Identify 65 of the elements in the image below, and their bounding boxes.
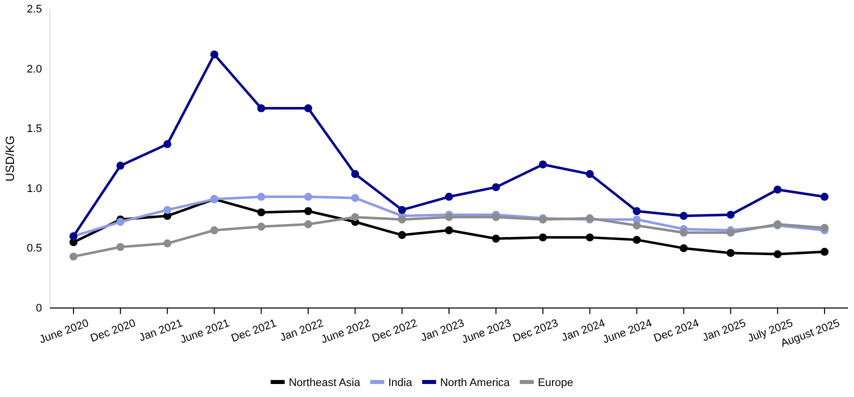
point	[774, 186, 782, 194]
point	[163, 140, 172, 148]
y-tick-label: 2.0	[26, 63, 42, 76]
point	[680, 212, 688, 220]
point	[398, 206, 406, 214]
y-tick-label: 0.5	[26, 242, 42, 255]
point	[304, 192, 312, 201]
point	[632, 221, 641, 230]
point	[210, 226, 218, 234]
point	[632, 236, 641, 244]
point	[398, 216, 406, 224]
point	[680, 244, 688, 252]
point	[586, 170, 594, 178]
x-tick-label: Dec 2022	[370, 317, 419, 345]
y-tick-label: 1.5	[26, 123, 42, 136]
x-tick-label: Dec 2020	[88, 317, 138, 345]
point	[304, 104, 312, 112]
point	[163, 239, 172, 248]
point	[116, 218, 124, 226]
x-tick-label: June 2020	[38, 317, 90, 346]
point	[820, 224, 829, 232]
point	[538, 233, 547, 242]
point	[304, 220, 312, 228]
point	[351, 170, 360, 178]
y-axis-title: USD/KG	[3, 135, 17, 182]
point	[492, 234, 500, 243]
point	[445, 192, 453, 201]
point	[726, 249, 735, 257]
point	[492, 213, 500, 222]
point	[445, 226, 453, 234]
point	[726, 228, 735, 237]
y-tick-label: 0	[36, 302, 42, 315]
point	[632, 207, 641, 216]
point	[257, 104, 266, 112]
x-tick-label: Dec 2023	[511, 317, 560, 345]
point	[116, 162, 124, 170]
point	[774, 250, 782, 258]
y-tick-label: 2.5	[26, 4, 42, 16]
x-tick-label: Dec 2024	[652, 317, 701, 345]
x-tick-label: Dec 2021	[230, 317, 278, 345]
legend-label: India	[388, 377, 413, 389]
point	[538, 160, 547, 168]
point	[257, 208, 266, 216]
point	[680, 228, 688, 237]
legend-label: North America	[440, 377, 511, 389]
point	[820, 248, 829, 256]
legend-label: Northeast Asia	[288, 377, 362, 389]
point	[820, 192, 829, 201]
point	[257, 192, 266, 201]
point	[69, 252, 78, 261]
point	[304, 207, 312, 216]
legend-label: Europe	[538, 377, 574, 389]
point	[398, 231, 406, 240]
point	[726, 210, 735, 219]
point	[492, 183, 500, 192]
point	[351, 213, 360, 222]
point	[445, 213, 453, 222]
x-tick-label: Jan 2025	[700, 317, 748, 344]
point	[586, 233, 594, 242]
point	[351, 194, 360, 202]
point	[210, 50, 218, 58]
point	[163, 206, 172, 214]
point	[257, 222, 266, 231]
point	[116, 243, 124, 251]
y-tick-label: 1.0	[26, 182, 42, 195]
